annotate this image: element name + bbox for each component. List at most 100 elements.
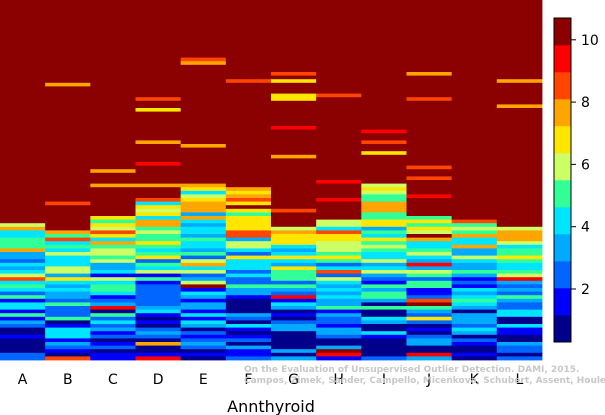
heatmap-cell [180, 180, 227, 184]
heatmap-cell [0, 43, 46, 48]
heatmap-cell [90, 79, 136, 84]
colorbar-tick-label: 6 [581, 157, 590, 173]
heatmap-cell [361, 284, 407, 289]
heatmap-cell [406, 342, 453, 346]
heatmap-cell [361, 169, 407, 174]
heatmap-cell [271, 342, 317, 346]
heatmap-cell [180, 165, 227, 170]
heatmap-cell [0, 3, 46, 8]
heatmap-cell [451, 169, 498, 174]
heatmap-cell [135, 244, 182, 249]
heatmap-cell [0, 151, 46, 156]
heatmap-cell [225, 342, 272, 346]
heatmap-cell [316, 302, 362, 307]
heatmap-cell [271, 10, 317, 15]
heatmap-cell [496, 3, 543, 8]
heatmap-cell [180, 241, 227, 246]
heatmap-cell [451, 334, 498, 339]
heatmap-cell [451, 255, 498, 260]
heatmap-cell [316, 82, 362, 87]
heatmap-cell [90, 259, 136, 264]
heatmap-cell [0, 331, 46, 336]
heatmap-cell [496, 223, 543, 228]
heatmap-cell [496, 273, 543, 278]
heatmap-cell [225, 3, 272, 8]
heatmap-cell [406, 75, 453, 80]
heatmap-cell [135, 86, 182, 91]
heatmap-cell [225, 28, 272, 33]
heatmap-cell [225, 183, 272, 188]
heatmap-cell [45, 10, 91, 15]
heatmap-cell [90, 10, 136, 15]
heatmap-cell [361, 176, 407, 181]
heatmap-cell [90, 162, 136, 166]
heatmap-cell [271, 266, 317, 271]
heatmap-cell [316, 212, 362, 217]
heatmap-cell [90, 151, 136, 156]
heatmap-cell [180, 129, 227, 134]
heatmap-cell [361, 25, 407, 30]
heatmap-cell [496, 36, 543, 40]
heatmap-cell [316, 248, 362, 253]
heatmap-cell [451, 198, 498, 202]
heatmap-cell [90, 32, 136, 37]
heatmap-cell [135, 302, 182, 307]
heatmap-cell [180, 230, 227, 235]
heatmap-cell [45, 165, 91, 170]
heatmap-cell [90, 356, 136, 361]
heatmap-cell [316, 21, 362, 26]
heatmap-cell [451, 342, 498, 346]
heatmap-cell [271, 108, 317, 112]
heatmap-cell [316, 18, 362, 22]
heatmap-cell [180, 162, 227, 166]
heatmap-cell [90, 266, 136, 271]
heatmap-cell [0, 176, 46, 181]
heatmap-cell [316, 104, 362, 109]
heatmap-cell [0, 154, 46, 159]
heatmap-cell [135, 129, 182, 134]
heatmap-cell [406, 198, 453, 202]
heatmap-cell [90, 324, 136, 328]
heatmap-cell [361, 198, 407, 202]
heatmap-cell [180, 151, 227, 156]
heatmap-cell [180, 140, 227, 145]
heatmap-cell [496, 334, 543, 339]
heatmap-cell [271, 158, 317, 163]
heatmap-cell [180, 320, 227, 325]
heatmap-cell [361, 306, 407, 310]
heatmap-cell [90, 172, 136, 177]
x-tick-label: K [470, 372, 480, 388]
heatmap-cell [135, 147, 182, 152]
heatmap-cell [316, 241, 362, 246]
heatmap-cell [45, 7, 91, 12]
heatmap-cell [361, 226, 407, 231]
heatmap-cell [361, 187, 407, 192]
heatmap-cell [496, 169, 543, 174]
heatmap-cell [90, 187, 136, 192]
heatmap-cell [225, 320, 272, 325]
heatmap-cell [180, 82, 227, 87]
heatmap-cell [316, 266, 362, 271]
heatmap-cell [271, 277, 317, 282]
heatmap-cell [271, 183, 317, 188]
heatmap-cell [316, 3, 362, 8]
heatmap-cell [135, 82, 182, 87]
heatmap-cell [45, 28, 91, 33]
heatmap-cell [451, 302, 498, 307]
heatmap-cell [496, 18, 543, 22]
heatmap-cell [90, 334, 136, 339]
heatmap-cell [0, 54, 46, 58]
heatmap-cell [496, 320, 543, 325]
heatmap-cell [406, 223, 453, 228]
heatmap-cell [225, 331, 272, 336]
heatmap-cell [451, 100, 498, 105]
heatmap-cell [271, 43, 317, 48]
heatmap-cell [271, 270, 317, 274]
heatmap-cell [0, 226, 46, 231]
heatmap-cell [135, 118, 182, 123]
heatmap-cell [0, 111, 46, 116]
heatmap-cell [90, 3, 136, 8]
heatmap-cell [225, 0, 272, 4]
heatmap-cell [361, 331, 407, 336]
heatmap-cell [271, 172, 317, 177]
